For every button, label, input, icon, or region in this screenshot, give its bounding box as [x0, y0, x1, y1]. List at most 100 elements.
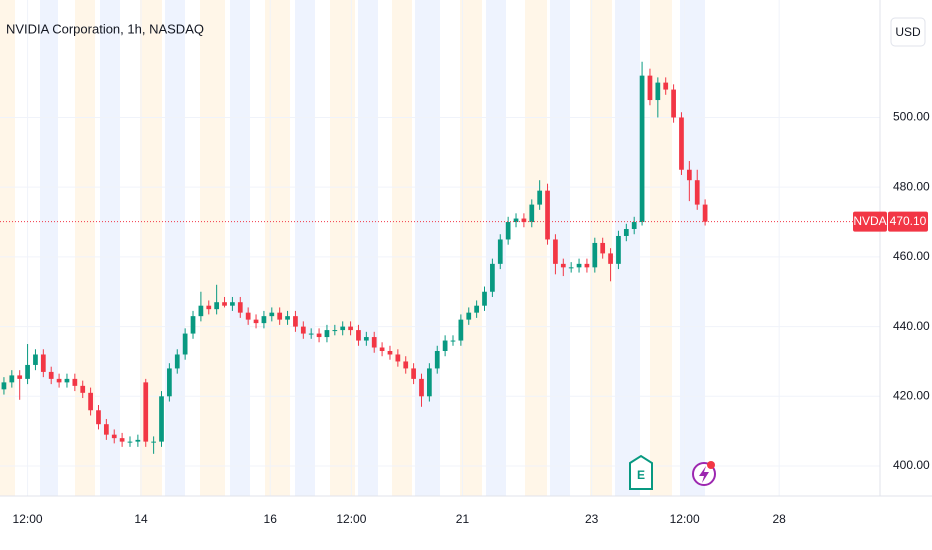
candle-body — [434, 350, 440, 369]
y-tick-label: 460.00 — [893, 249, 930, 263]
candle-body — [419, 378, 424, 397]
session-band — [0, 0, 15, 496]
candle-body — [119, 438, 125, 442]
candle-body — [529, 204, 535, 223]
symbol-tag — [853, 211, 887, 232]
candle-body — [159, 396, 164, 442]
earnings-icon[interactable]: E — [629, 454, 653, 490]
candle-body — [64, 378, 70, 383]
candle-body — [560, 263, 566, 268]
candle-body — [584, 263, 590, 268]
event-icon[interactable] — [692, 461, 716, 486]
currency-label: USD — [895, 25, 921, 39]
candle-body — [576, 263, 582, 268]
chart-title: NVIDIA Corporation, 1h, NASDAQ — [6, 21, 204, 36]
x-tick-label: 16 — [264, 512, 278, 526]
candle-body — [300, 326, 306, 334]
candle-body — [450, 340, 456, 342]
candle-body — [182, 333, 188, 355]
candle-body — [25, 364, 30, 379]
candle-body — [505, 222, 511, 240]
session-bands — [0, 0, 705, 496]
candle-body — [1, 382, 7, 390]
session-band — [165, 0, 185, 496]
x-tick-label: 23 — [585, 512, 599, 526]
session-band — [486, 0, 506, 496]
candle-body — [631, 222, 637, 230]
candle-body — [9, 375, 15, 383]
candle-body — [537, 190, 543, 205]
session-band — [680, 0, 705, 496]
candle-body — [411, 368, 416, 379]
candle-body — [545, 190, 550, 240]
candle-body — [17, 375, 23, 379]
candle-body — [222, 302, 227, 306]
candle-body — [490, 263, 495, 292]
earnings-badge — [629, 454, 653, 490]
candle-body — [293, 316, 298, 327]
candle-body — [245, 312, 251, 320]
last-price-label: 470.10 — [890, 214, 927, 228]
candle-body — [356, 330, 361, 341]
candle-body — [427, 368, 432, 397]
candle-body — [568, 267, 574, 269]
candle-body — [269, 312, 275, 317]
session-band — [550, 0, 570, 496]
candle-body — [379, 347, 385, 351]
candle-body — [143, 382, 149, 442]
candle-body — [56, 378, 62, 383]
candle-body — [616, 235, 621, 264]
candle-body — [686, 169, 692, 181]
x-tick-label: 12:00 — [670, 512, 700, 526]
x-tick-label: 21 — [456, 512, 470, 526]
session-band — [140, 0, 162, 496]
candle-body — [151, 441, 156, 443]
y-tick-label: 420.00 — [893, 388, 930, 402]
candle-body — [261, 316, 267, 324]
candle-body — [111, 434, 117, 439]
candle-body — [458, 319, 464, 341]
session-band — [460, 0, 482, 496]
candle-body — [214, 302, 220, 310]
session-band — [265, 0, 290, 496]
last-price-tag — [888, 211, 928, 232]
event-dot — [707, 461, 715, 469]
candle-body — [277, 312, 283, 320]
candle-body — [474, 305, 479, 313]
session-band — [75, 0, 95, 496]
session-band — [358, 0, 378, 496]
candle-body — [363, 337, 369, 341]
session-band — [525, 0, 547, 496]
candle-body — [237, 302, 243, 313]
earnings-marker: E — [637, 468, 645, 482]
candle-body — [387, 350, 393, 355]
y-tick-label: 480.00 — [893, 179, 930, 193]
candle-body — [174, 354, 180, 369]
candles — [1, 61, 708, 454]
currency-button[interactable] — [890, 17, 926, 47]
candle-body — [324, 330, 330, 338]
y-tick-label: 500.00 — [893, 110, 930, 124]
lightning — [699, 466, 709, 483]
candle-body — [88, 392, 93, 411]
candle-body — [198, 305, 204, 317]
candle-body — [96, 410, 101, 425]
candle-body — [647, 75, 653, 101]
candle-body — [285, 316, 290, 320]
candle-body — [671, 89, 676, 118]
candle-body — [702, 204, 708, 222]
candle-body — [403, 361, 409, 369]
session-band — [330, 0, 355, 496]
candle-body — [190, 316, 196, 334]
x-tick-label: 14 — [134, 512, 148, 526]
candle-body — [80, 385, 86, 393]
candle-body — [253, 319, 259, 324]
candle-body — [521, 218, 527, 223]
candle-body — [694, 180, 700, 205]
session-band — [230, 0, 250, 496]
symbol-label: NVDA — [853, 214, 886, 228]
session-band — [650, 0, 672, 496]
session-band — [40, 0, 58, 496]
candle-body — [655, 82, 661, 101]
candle-body — [466, 312, 472, 320]
